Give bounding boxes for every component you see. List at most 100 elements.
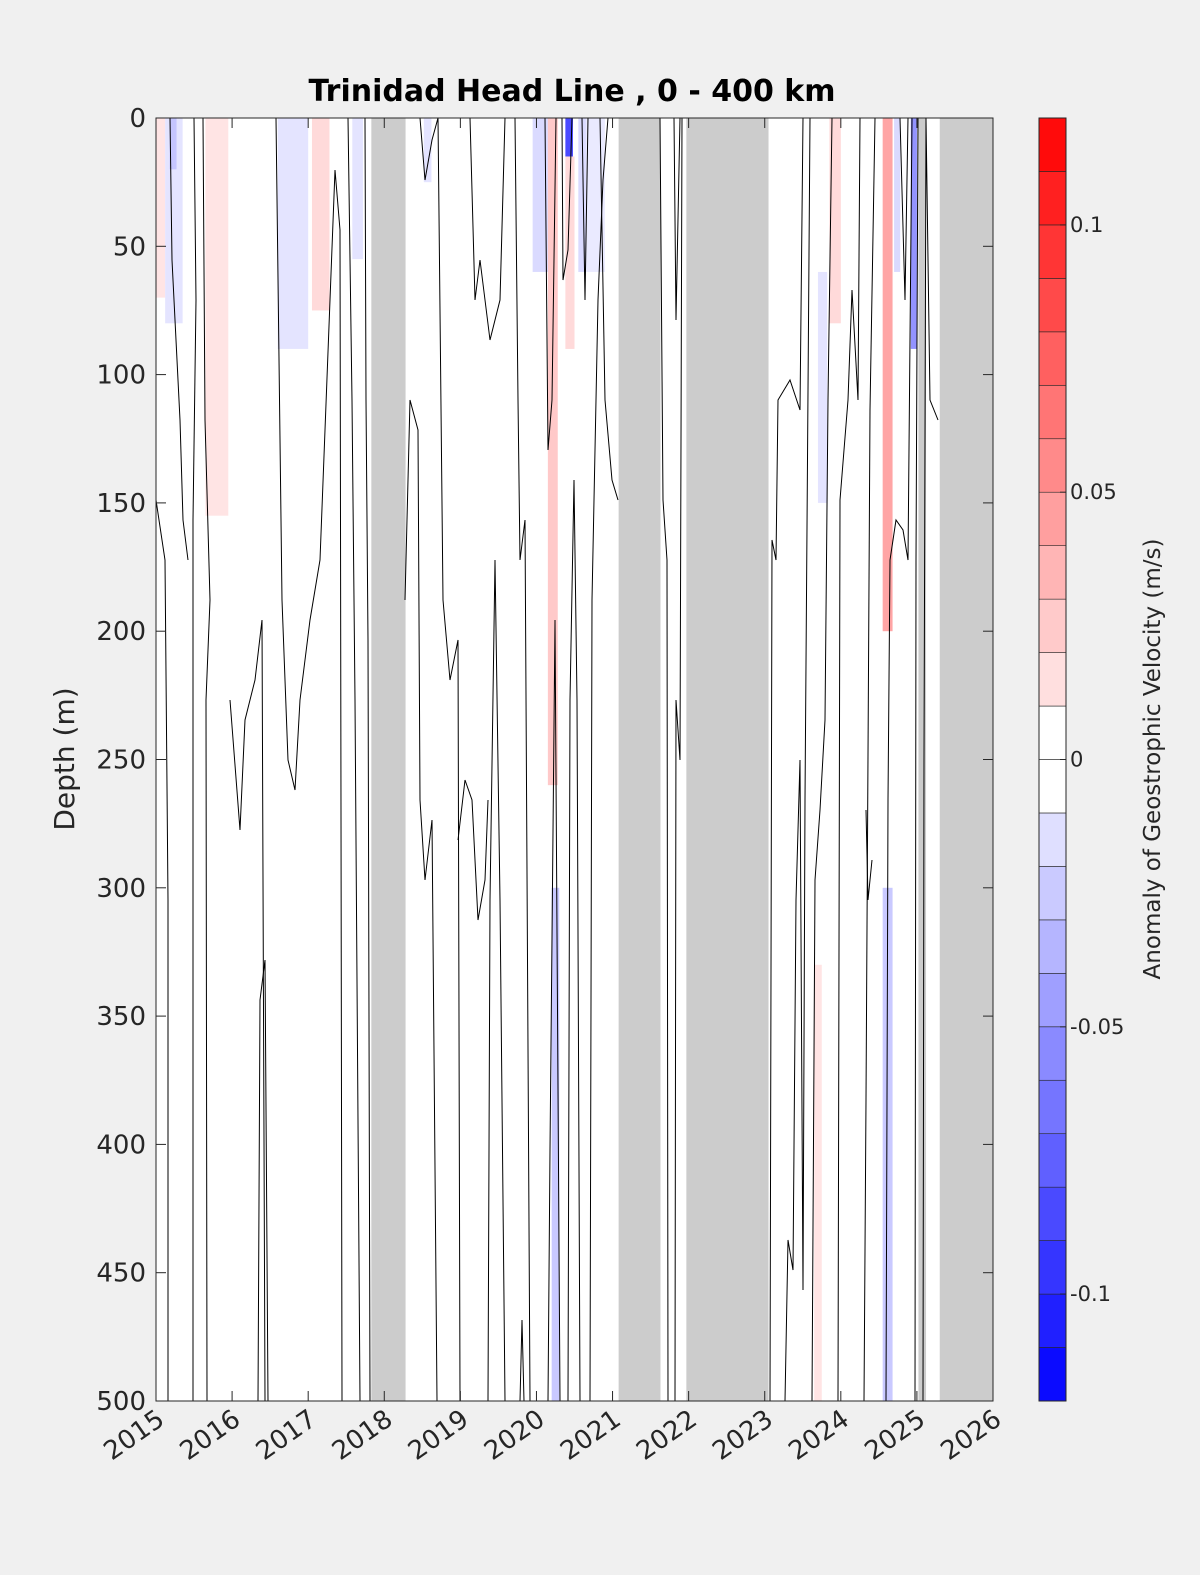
contour-line: [487, 559, 506, 1402]
y-tick-label: 400: [96, 1130, 146, 1160]
contour-line: [364, 117, 371, 1402]
y-tick-label: 200: [96, 617, 146, 647]
contour-line: [169, 117, 189, 561]
colorbar-swatch: [1038, 973, 1067, 1028]
y-tick-label: 150: [96, 489, 146, 519]
colorbar-swatch: [1038, 224, 1067, 279]
anomaly-patch: [156, 118, 166, 298]
x-tick-label: 2021: [555, 1404, 626, 1467]
colorbar-swatch: [1038, 812, 1067, 867]
colorbar-swatch: [1038, 278, 1067, 333]
contour-line: [547, 619, 561, 1402]
anomaly-patch: [894, 118, 901, 272]
anomaly-patch: [910, 118, 917, 349]
colorbar-swatch: [1038, 545, 1067, 600]
colorbar-tick-label: -0.1: [1070, 1282, 1111, 1306]
chart-title: Trinidad Head Line , 0 - 400 km: [308, 74, 835, 109]
x-tick-label: 2024: [783, 1404, 854, 1467]
x-tick-label: 2026: [936, 1404, 1007, 1467]
x-tick-label: 2017: [251, 1404, 322, 1467]
x-tick-label: 2025: [860, 1404, 931, 1467]
y-tick-label: 0: [129, 104, 146, 134]
colorbar: -0.1 -0.05 0 0.05 0.1: [1038, 117, 1124, 1402]
contour-line: [885, 117, 913, 1402]
colorbar-tick-label: 0.05: [1070, 480, 1117, 504]
contour-line: [469, 117, 506, 341]
no-data-band: [371, 118, 406, 1401]
contour-line: [404, 399, 438, 1402]
contour-line: [347, 117, 361, 1402]
anomaly-patch: [565, 118, 573, 157]
anomaly-patch: [205, 118, 229, 516]
contour-line: [437, 117, 461, 1402]
contour-line: [229, 619, 266, 1402]
colorbar-swatch: [1038, 1186, 1067, 1241]
contour-line: [659, 117, 669, 1402]
no-data-band: [618, 118, 661, 1401]
anomaly-patches: [156, 118, 917, 1401]
colorbar-swatch: [1038, 1133, 1067, 1188]
y-axis-title: Depth (m): [48, 687, 81, 830]
colorbar-tick-label: -0.05: [1070, 1015, 1124, 1039]
contour-line: [581, 117, 589, 301]
contour-line: [519, 1319, 525, 1402]
no-data-band: [918, 118, 927, 1401]
x-tick-label: 2023: [707, 1404, 778, 1467]
y-tick-label: 450: [96, 1259, 146, 1289]
colorbar-swatch: [1038, 117, 1067, 172]
anomaly-patch: [352, 118, 363, 260]
contour-line: [599, 117, 619, 501]
y-tick-label: 500: [96, 1387, 146, 1417]
contour-line: [202, 117, 211, 1402]
contour-line: [192, 117, 197, 1401]
colorbar-swatch: [1038, 866, 1067, 921]
y-tick-label: 100: [96, 361, 146, 391]
x-tick-label: 2018: [327, 1404, 398, 1467]
anomaly-patch: [551, 887, 560, 1401]
contour-line: [837, 117, 861, 1402]
colorbar-swatch: [1038, 171, 1067, 226]
contour-line: [155, 499, 169, 1401]
y-axis: 0 50 100 150 200 250 300 350 400 450 500: [96, 104, 993, 1417]
x-tick-label: 2016: [175, 1404, 246, 1467]
colorbar-tick-label: 0.1: [1070, 213, 1103, 237]
anomaly-patch: [829, 118, 841, 324]
colorbar-swatch: [1038, 705, 1067, 760]
contour-line: [589, 117, 609, 1402]
contour-line: [769, 117, 804, 1402]
anomaly-patch: [277, 118, 309, 349]
anomaly-patch: [565, 156, 575, 349]
contour-line: [457, 779, 489, 921]
contour-line: [811, 117, 833, 1402]
x-tick-label: 2019: [403, 1404, 474, 1467]
anomaly-patch: [532, 118, 548, 272]
no-data-band: [686, 118, 769, 1401]
anomaly-patch: [165, 118, 183, 324]
y-tick-label: 300: [96, 874, 146, 904]
y-tick-label: 250: [96, 746, 146, 776]
contour-line: [673, 117, 681, 321]
colorbar-swatch: [1038, 919, 1067, 974]
y-tick-label: 50: [113, 232, 146, 262]
anomaly-patch: [423, 118, 432, 183]
colorbar-title: Anomaly of Geostrophic Velocity (m/s): [1140, 539, 1166, 980]
anomaly-patch: [814, 964, 822, 1401]
colorbar-swatch: [1038, 491, 1067, 546]
colorbar-swatch: [1038, 1347, 1067, 1402]
contour-line: [899, 117, 909, 301]
colorbar-swatch: [1038, 331, 1067, 386]
colorbar-swatch: [1038, 438, 1067, 493]
anomaly-patch: [578, 118, 586, 272]
colorbar-swatch: [1038, 1026, 1067, 1081]
y-tick-label: 350: [96, 1002, 146, 1032]
contour-line: [674, 117, 683, 1402]
anomaly-patch: [882, 118, 893, 632]
colorbar-swatch: [1038, 1240, 1067, 1295]
contour-line: [257, 959, 269, 1402]
x-tick-label: 2020: [479, 1404, 550, 1467]
contour-line: [567, 479, 581, 1402]
colorbar-swatch: [1038, 652, 1067, 707]
colorbar-tick-label: 0: [1070, 748, 1083, 772]
colorbar-swatch: [1038, 1079, 1067, 1135]
